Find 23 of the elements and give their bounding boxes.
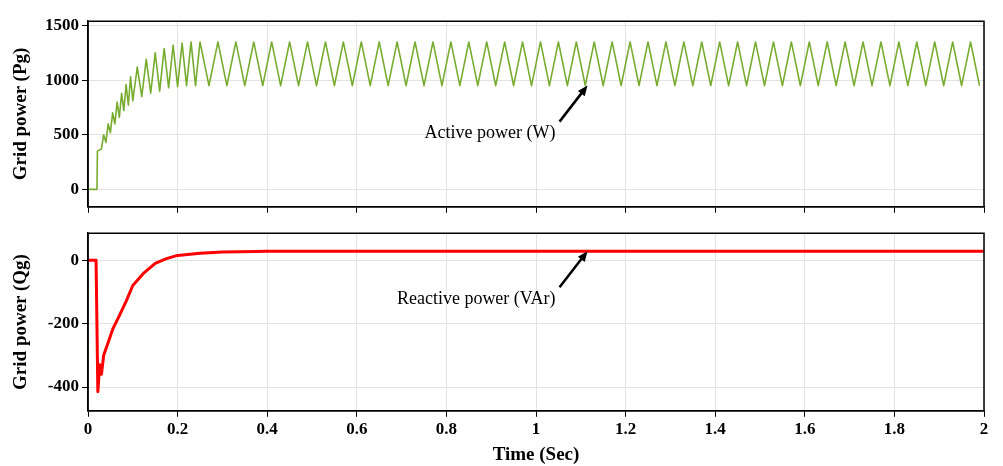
x-tick-label: 0 <box>83 419 93 439</box>
x-tick-label: 2 <box>979 419 989 439</box>
y-axis-title: Grid power (Pg) <box>9 47 32 181</box>
y-tick-label: 500 <box>53 124 79 144</box>
y-tick-label: 1500 <box>45 14 79 34</box>
y-tick-label: -400 <box>47 376 79 396</box>
x-tick-label: 0.2 <box>166 419 189 439</box>
y-axis-title: Grid power (Qg) <box>9 254 32 390</box>
x-tick-label: 1.4 <box>704 419 727 439</box>
y-tick-label: 1000 <box>45 69 79 89</box>
x-tick-label: 0.6 <box>346 419 368 439</box>
x-axis-title: Time (Sec) <box>492 442 580 465</box>
x-tick-label: 1 <box>531 419 541 439</box>
y-tick-label: 0 <box>70 249 79 269</box>
x-tick-label: 1.6 <box>794 419 816 439</box>
y-tick-label: -200 <box>47 312 79 332</box>
annotation: Reactive power (VAr) <box>396 288 556 310</box>
x-tick-label: 1.2 <box>614 419 637 439</box>
x-tick-label: 0.4 <box>256 419 279 439</box>
x-tick-label: 1.8 <box>883 419 906 439</box>
y-tick-label: 0 <box>70 178 79 198</box>
x-tick-label: 0.8 <box>435 419 458 439</box>
annotation: Active power (W) <box>424 122 556 144</box>
